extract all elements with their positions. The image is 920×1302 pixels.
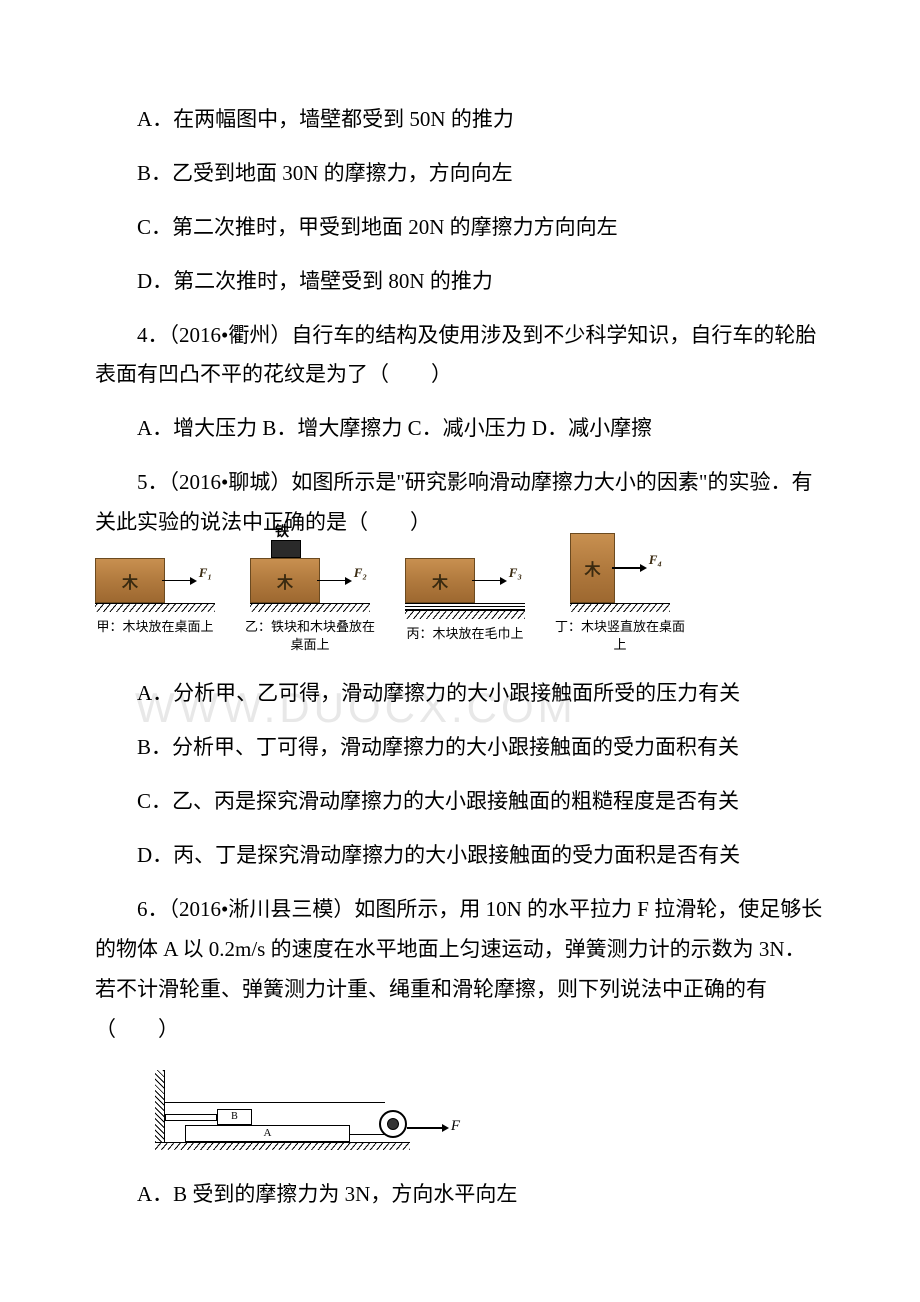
iron-block-icon <box>271 540 301 558</box>
wood-block-icon: 木 F₃ <box>405 558 475 603</box>
force-label-f3: F₃ <box>509 565 522 581</box>
force-f-label: F <box>451 1118 460 1135</box>
document-content: A．在两幅图中，墙壁都受到 50N 的推力 B．乙受到地面 30N 的摩擦力，方… <box>95 100 825 1214</box>
q3-option-d: D．第二次推时，墙壁受到 80N 的推力 <box>95 262 825 302</box>
q3-option-a: A．在两幅图中，墙壁都受到 50N 的推力 <box>95 100 825 140</box>
surface-hatch-icon <box>570 604 670 612</box>
q6-option-a: A．B 受到的摩擦力为 3N，方向水平向左 <box>95 1175 825 1215</box>
pulley-axle-icon <box>387 1118 399 1130</box>
surface-hatch-icon <box>95 604 215 612</box>
q3-option-b: B．乙受到地面 30N 的摩擦力，方向向左 <box>95 154 825 194</box>
q5-option-a: A．分析甲、乙可得，滑动摩擦力的大小跟接触面所受的压力有关 <box>95 674 825 714</box>
force-arrow-icon: F₄ <box>612 560 662 576</box>
block-a-label: A <box>264 1127 272 1139</box>
caption-bing: 丙：木块放在毛巾上 <box>406 625 523 643</box>
q5-diagram-jia: 木 F₁ 甲：木块放在桌面上 <box>95 558 215 636</box>
wood-label: 木 <box>277 569 293 593</box>
q5-diagram-bing: 木 F₃ 丙：木块放在毛巾上 <box>405 558 525 643</box>
q5-diagram-yi: 木 铁 F₂ 乙：铁块和木块叠放在桌面上 <box>240 558 380 654</box>
q5-option-d: D．丙、丁是探究滑动摩擦力的大小跟接触面的受力面积是否有关 <box>95 836 825 876</box>
caption-jia: 甲：木块放在桌面上 <box>96 618 213 636</box>
ground-hatch-icon <box>155 1142 410 1150</box>
force-f-arrow-icon: F <box>407 1120 460 1137</box>
surface-hatch-icon <box>250 604 370 612</box>
wood-label: 木 <box>432 569 448 593</box>
q6-stem: 6．（2016•淅川县三模）如图所示，用 10N 的水平拉力 F 拉滑轮，使足够… <box>95 890 825 1050</box>
q5-stem: 5．（2016•聊城）如图所示是"研究影响滑动摩擦力大小的因素"的实验．有关此实… <box>95 463 825 543</box>
q6-diagram: B A F <box>155 1070 455 1155</box>
wood-block-icon: 木 铁 F₂ <box>250 558 320 603</box>
rope-top-icon <box>165 1102 385 1103</box>
q5-option-b: B．分析甲、丁可得，滑动摩擦力的大小跟接触面的受力面积有关 <box>95 728 825 768</box>
wood-block-tall-icon: 木 F₄ <box>570 533 615 603</box>
force-arrow-icon: F₂ <box>317 573 367 589</box>
towel-surface-icon <box>405 603 525 611</box>
force-label-f4: F₄ <box>649 552 662 568</box>
surface-hatch-icon <box>405 611 525 619</box>
q3-option-c: C．第二次推时，甲受到地面 20N 的摩擦力方向向左 <box>95 208 825 248</box>
block-b-icon: B <box>217 1109 252 1125</box>
spring-gauge-icon <box>165 1114 217 1121</box>
q4-stem: 4．（2016•衢州）自行车的结构及使用涉及到不少科学知识，自行车的轮胎表面有凹… <box>95 316 825 396</box>
wood-label: 木 <box>584 556 600 580</box>
caption-yi: 乙：铁块和木块叠放在桌面上 <box>240 618 380 654</box>
q5-option-c: C．乙、丙是探究滑动摩擦力的大小跟接触面的粗糙程度是否有关 <box>95 782 825 822</box>
caption-ding: 丁：木块竖直放在桌面上 <box>550 618 690 654</box>
block-a-icon: A <box>185 1125 350 1142</box>
force-arrow-icon: F₃ <box>472 573 522 589</box>
wall-icon <box>155 1070 165 1142</box>
force-label-f1: F₁ <box>199 565 212 581</box>
q4-options: A．增大压力 B．增大摩擦力 C．减小压力 D．减小摩擦 <box>95 409 825 449</box>
wood-block-icon: 木 F₁ <box>95 558 165 603</box>
block-b-label: B <box>231 1111 238 1122</box>
wood-label: 木 <box>122 569 138 593</box>
force-arrow-icon: F₁ <box>162 573 212 589</box>
force-label-f2: F₂ <box>354 565 367 581</box>
q5-diagram-ding: 木 F₄ 丁：木块竖直放在桌面上 <box>550 558 690 654</box>
iron-label: 铁 <box>275 521 289 541</box>
q5-diagram: 木 F₁ 甲：木块放在桌面上 木 铁 <box>95 558 825 654</box>
